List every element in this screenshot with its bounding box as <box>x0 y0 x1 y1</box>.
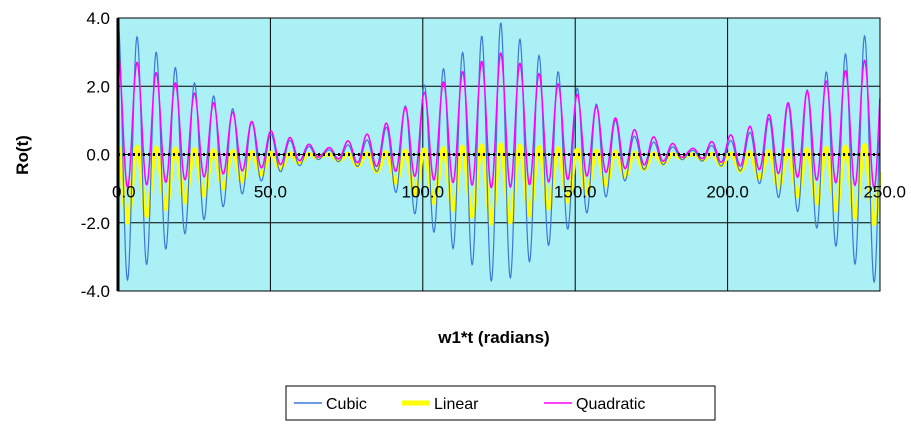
y-tick-label: -4.0 <box>81 282 110 301</box>
y-tick-label: 0.0 <box>86 146 110 165</box>
legend-label-quadratic: Quadratic <box>576 396 645 413</box>
legend-box <box>285 385 716 421</box>
x-tick-label: 250.0 <box>863 183 906 202</box>
y-tick-label: 4.0 <box>86 9 110 28</box>
x-tick-label: 200.0 <box>706 183 749 202</box>
y-tick-labels: 4.0 2.0 0.0 -2.0 -4.0 <box>81 9 110 301</box>
legend-label-linear: Linear <box>434 396 479 413</box>
x-tick-label: 0.0 <box>112 183 136 202</box>
y-axis-title: Ro(t) <box>13 135 32 175</box>
x-axis-title: w1*t (radians) <box>437 328 549 347</box>
series-line-cubic <box>117 21 881 283</box>
y-tick-label: -2.0 <box>81 214 110 233</box>
x-tick-label: 150.0 <box>554 183 597 202</box>
series-line-quadratic <box>117 51 881 189</box>
legend: Cubic Linear Quadratic <box>285 385 716 421</box>
x-tick-label: 50.0 <box>254 183 287 202</box>
x-tick-labels: 0.0 50.0 100.0 150.0 200.0 250.0 <box>112 183 906 202</box>
x-tick-label: 100.0 <box>402 183 445 202</box>
legend-label-cubic: Cubic <box>326 396 367 413</box>
series-layer <box>116 21 882 283</box>
y-tick-label: 2.0 <box>86 77 110 96</box>
